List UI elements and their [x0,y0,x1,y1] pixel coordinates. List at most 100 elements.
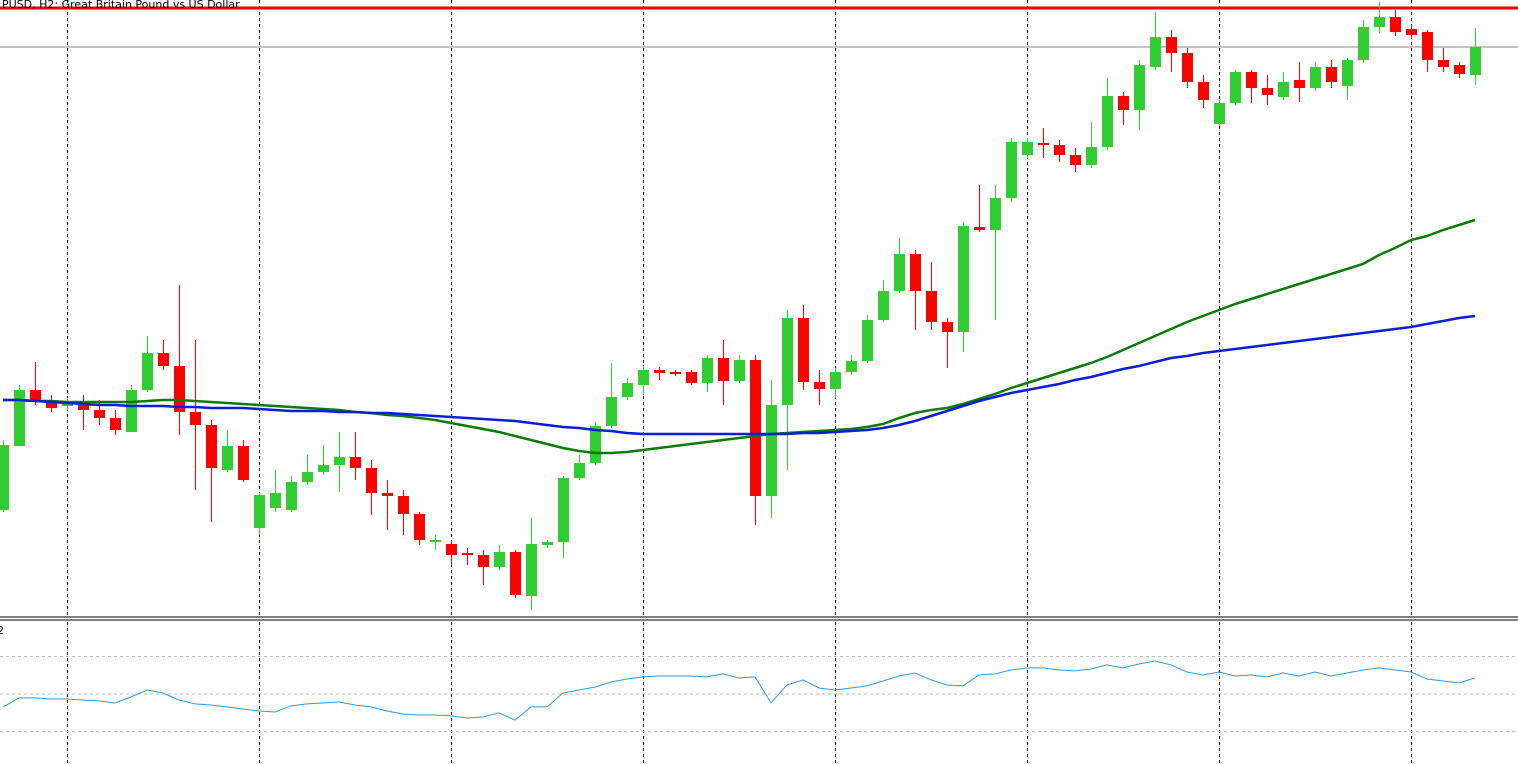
candle-body [110,418,121,430]
moving-average [3,314,1476,436]
candle-body [574,463,585,478]
candle-body [286,482,297,510]
moving-average [3,218,1476,455]
candle-body [1438,60,1449,67]
candle-body [158,353,169,366]
candle-body [126,390,137,432]
candle-body [814,382,825,389]
candle-body [462,553,473,555]
candle-body [1166,37,1177,53]
candle-body [766,405,777,496]
candle-body [670,372,681,374]
candle-body [1022,142,1033,155]
indicator-title: 2 [0,624,4,637]
candle-body [590,426,601,463]
indicator-line [2,660,1476,721]
candle-body [1278,82,1289,97]
candle-body [0,445,9,510]
candle-body [862,320,873,361]
candle-body [622,383,633,397]
candle-body [1342,60,1353,86]
candle-body [1422,32,1433,60]
candle-body [990,198,1001,230]
candle-body [1214,103,1225,124]
candle-body [206,425,217,468]
candle-body [942,322,953,332]
candle-body [1470,47,1481,75]
candle-body [910,254,921,291]
candle-body [1102,96,1113,147]
candle-body [1006,142,1017,198]
candle-body [1294,80,1305,88]
candle-body [926,291,937,322]
candle-body [878,291,889,320]
candle-body [1230,72,1241,103]
candle-body [366,468,377,493]
candle-body [1326,67,1337,82]
candle-body [686,372,697,383]
candle-body [894,254,905,291]
candle-body [654,370,665,373]
candle-body [478,555,489,567]
candle-body [750,360,761,496]
candle-body [1310,67,1321,88]
candle-body [830,372,841,389]
candle-body [14,390,25,446]
candle-body [430,540,441,542]
candle-body [958,226,969,332]
candle-body [62,404,73,406]
candle-body [142,353,153,390]
candle-body [1134,65,1145,110]
candle-body [1406,29,1417,35]
candle-body [606,397,617,426]
candle-body [1150,37,1161,67]
candle-body [1182,53,1193,82]
candle-body [222,446,233,470]
candle-body [1262,88,1273,95]
candle-body [846,361,857,372]
candle-body [558,478,569,542]
candle-body [382,493,393,496]
candle-body [446,544,457,555]
candle-body [334,457,345,465]
candle-body [1086,147,1097,165]
candle-body [734,360,745,381]
candle-body [1358,27,1369,60]
candle-body [78,403,89,410]
candle-body [1118,96,1129,110]
candle-body [526,544,537,596]
candle-body [350,457,361,468]
candle-body [46,402,57,408]
candle-body [494,552,505,567]
candle-body [510,552,521,595]
candle-body [302,472,313,482]
candle-body [1390,17,1401,32]
candle-body [30,390,41,402]
candle-body [94,410,105,418]
candle-body [318,465,329,472]
candle-body [718,358,729,381]
candle-body [1374,17,1385,27]
chart-title: PUSD, H2: Great Britain Pound vs US Doll… [2,0,240,11]
candle-body [1038,143,1049,145]
candle-body [238,446,249,480]
candle-body [1054,145,1065,155]
candle-body [702,358,713,383]
candle-body [542,542,553,545]
candle-body [190,412,201,425]
candle-body [1454,65,1465,74]
candle-body [174,366,185,412]
candle-body [1198,82,1209,100]
candle-body [1246,72,1257,88]
candle-body [254,495,265,528]
candle-body [270,493,281,508]
candle-body [782,318,793,405]
candle-body [974,227,985,230]
candle-body [798,318,809,382]
candle-body [398,496,409,514]
candle-body [414,514,425,540]
candle-body [638,370,649,385]
candle-body [1070,155,1081,165]
